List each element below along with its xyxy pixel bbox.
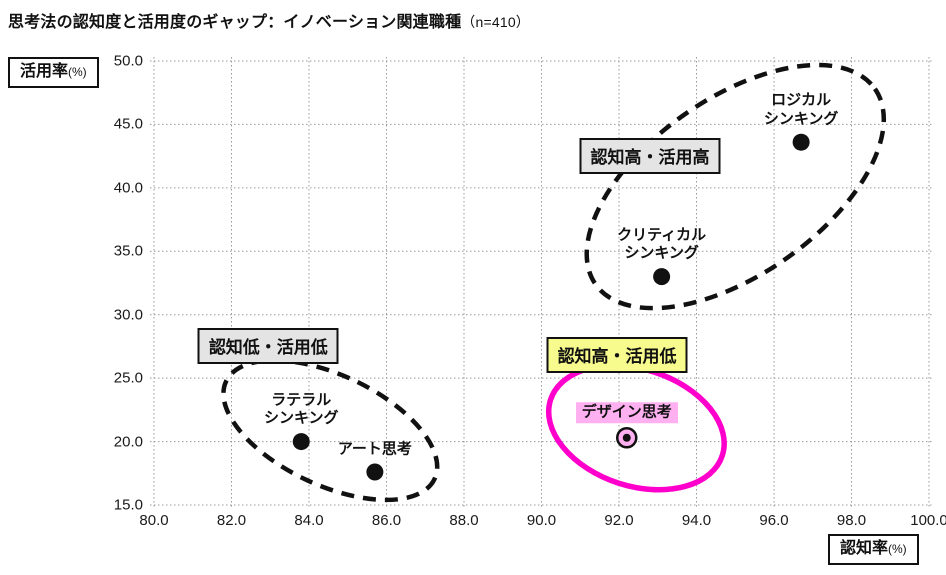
chart-title-sample-size: （n=410） — [461, 14, 531, 30]
data-point-logical-thinking — [792, 133, 810, 151]
y-axis-label: 活用率 — [20, 63, 69, 80]
data-point-art-thinking — [366, 463, 384, 481]
x-axis-unit: (%) — [888, 542, 907, 556]
data-point-design-thinking — [622, 433, 631, 442]
data-point-critical-thinking — [653, 268, 671, 286]
cluster-ellipse — [221, 358, 440, 503]
highlight-ellipse — [545, 362, 727, 493]
cluster-ellipse — [584, 62, 887, 311]
x-axis-label-box: 認知率(%) — [828, 534, 919, 565]
x-axis-label: 認知率 — [840, 540, 889, 557]
y-axis-unit: (%) — [68, 65, 87, 79]
chart-title-main: 思考法の認知度と活用度のギャップ：イノベーション関連職種 — [8, 14, 462, 31]
data-point-lateral-thinking — [292, 433, 310, 451]
y-axis-label-box: 活用率(%) — [8, 57, 99, 88]
chart-title: 思考法の認知度と活用度のギャップ：イノベーション関連職種（n=410） — [8, 8, 530, 32]
